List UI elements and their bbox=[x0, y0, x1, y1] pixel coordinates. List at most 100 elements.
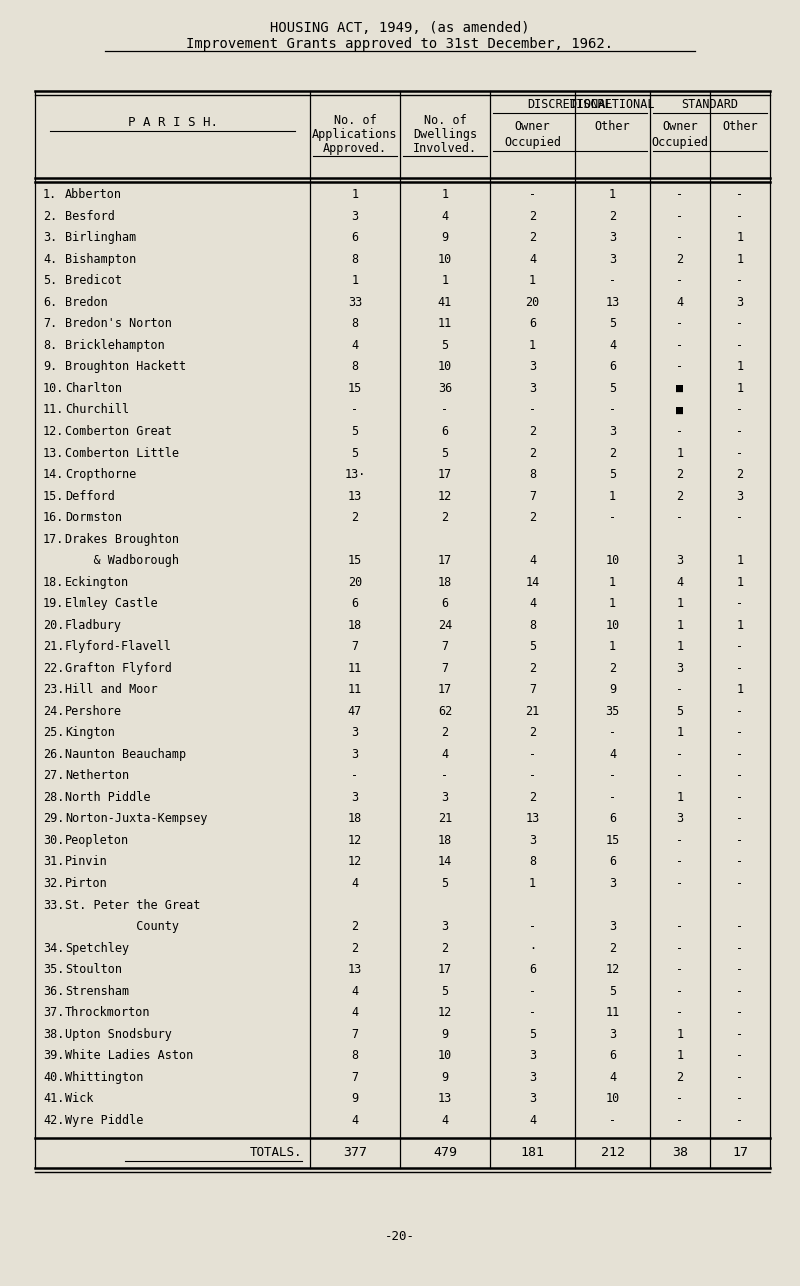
Text: 1: 1 bbox=[737, 360, 743, 373]
Text: 21.: 21. bbox=[43, 640, 64, 653]
Text: 1: 1 bbox=[442, 188, 449, 202]
Text: 3.: 3. bbox=[43, 231, 58, 244]
Text: -: - bbox=[737, 597, 743, 610]
Text: 2: 2 bbox=[529, 424, 536, 439]
Text: Pershore: Pershore bbox=[65, 705, 122, 718]
Text: -: - bbox=[529, 188, 536, 202]
Text: 1: 1 bbox=[677, 640, 683, 653]
Text: -: - bbox=[737, 941, 743, 954]
Text: -: - bbox=[677, 1114, 683, 1127]
Text: 4: 4 bbox=[529, 554, 536, 567]
Text: Dormston: Dormston bbox=[65, 511, 122, 525]
Text: -: - bbox=[677, 963, 683, 976]
Text: 2: 2 bbox=[677, 490, 683, 503]
Text: 479: 479 bbox=[433, 1147, 457, 1160]
Text: 36: 36 bbox=[438, 382, 452, 395]
Text: -: - bbox=[677, 833, 683, 847]
Text: 21: 21 bbox=[526, 705, 540, 718]
Text: 28.: 28. bbox=[43, 791, 64, 804]
Text: -: - bbox=[737, 1092, 743, 1105]
Text: 15: 15 bbox=[348, 382, 362, 395]
Text: Cropthorne: Cropthorne bbox=[65, 468, 136, 481]
Text: 1: 1 bbox=[529, 877, 536, 890]
Text: 17: 17 bbox=[732, 1147, 748, 1160]
Text: 37.: 37. bbox=[43, 1006, 64, 1019]
Text: -: - bbox=[677, 424, 683, 439]
Text: 6: 6 bbox=[609, 1049, 616, 1062]
Text: 2: 2 bbox=[442, 511, 449, 525]
Text: -: - bbox=[529, 919, 536, 934]
Text: -: - bbox=[737, 705, 743, 718]
Text: 13: 13 bbox=[606, 296, 620, 309]
Text: 2: 2 bbox=[529, 791, 536, 804]
Text: 6: 6 bbox=[609, 813, 616, 826]
Text: 3: 3 bbox=[677, 554, 683, 567]
Text: -: - bbox=[737, 727, 743, 739]
Text: 2: 2 bbox=[529, 511, 536, 525]
Text: -: - bbox=[677, 511, 683, 525]
Text: Pirton: Pirton bbox=[65, 877, 108, 890]
Text: 1: 1 bbox=[677, 597, 683, 610]
Text: 5: 5 bbox=[609, 985, 616, 998]
Text: 17: 17 bbox=[438, 468, 452, 481]
Text: Improvement Grants approved to 31st December, 1962.: Improvement Grants approved to 31st Dece… bbox=[186, 37, 614, 51]
Text: 33.: 33. bbox=[43, 899, 64, 912]
Text: 7.: 7. bbox=[43, 318, 58, 331]
Text: 212: 212 bbox=[601, 1147, 625, 1160]
Text: 17: 17 bbox=[438, 963, 452, 976]
Text: 17: 17 bbox=[438, 683, 452, 696]
Text: -: - bbox=[737, 640, 743, 653]
Text: 11.: 11. bbox=[43, 404, 64, 417]
Text: Abberton: Abberton bbox=[65, 188, 122, 202]
Text: Charlton: Charlton bbox=[65, 382, 122, 395]
Text: 22.: 22. bbox=[43, 662, 64, 675]
Text: 15: 15 bbox=[348, 554, 362, 567]
Text: 2: 2 bbox=[351, 919, 358, 934]
Text: 9: 9 bbox=[351, 1092, 358, 1105]
Text: 7: 7 bbox=[529, 490, 536, 503]
Text: 2: 2 bbox=[609, 662, 616, 675]
Text: -: - bbox=[737, 855, 743, 868]
Text: -: - bbox=[677, 985, 683, 998]
Text: 4: 4 bbox=[442, 210, 449, 222]
Text: 26.: 26. bbox=[43, 748, 64, 761]
Text: Involved.: Involved. bbox=[413, 141, 477, 156]
Text: ·: · bbox=[529, 941, 536, 954]
Text: 1: 1 bbox=[609, 490, 616, 503]
Text: 1: 1 bbox=[737, 231, 743, 244]
Text: 3: 3 bbox=[351, 791, 358, 804]
Text: 5: 5 bbox=[442, 985, 449, 998]
Text: 1: 1 bbox=[737, 576, 743, 589]
Text: 9: 9 bbox=[442, 1071, 449, 1084]
Text: 1: 1 bbox=[609, 640, 616, 653]
Text: 13: 13 bbox=[348, 490, 362, 503]
Text: 10.: 10. bbox=[43, 382, 64, 395]
Text: Other: Other bbox=[594, 120, 630, 132]
Text: 12: 12 bbox=[606, 963, 620, 976]
Text: Wyre Piddle: Wyre Piddle bbox=[65, 1114, 143, 1127]
Text: -: - bbox=[529, 748, 536, 761]
Text: 11: 11 bbox=[606, 1006, 620, 1019]
Text: 5: 5 bbox=[442, 340, 449, 352]
Text: 3: 3 bbox=[529, 833, 536, 847]
Text: -: - bbox=[737, 813, 743, 826]
Text: Churchill: Churchill bbox=[65, 404, 129, 417]
Text: St. Peter the Great: St. Peter the Great bbox=[65, 899, 200, 912]
Text: -: - bbox=[677, 1006, 683, 1019]
Text: -: - bbox=[737, 1114, 743, 1127]
Text: 8: 8 bbox=[351, 318, 358, 331]
Text: 34.: 34. bbox=[43, 941, 64, 954]
Text: -: - bbox=[609, 274, 616, 287]
Text: -: - bbox=[609, 404, 616, 417]
Text: -: - bbox=[529, 1006, 536, 1019]
Text: 24: 24 bbox=[438, 619, 452, 631]
Text: 25.: 25. bbox=[43, 727, 64, 739]
Text: 5: 5 bbox=[529, 640, 536, 653]
Text: -: - bbox=[737, 662, 743, 675]
Text: 4: 4 bbox=[677, 296, 683, 309]
Text: 3: 3 bbox=[351, 210, 358, 222]
Text: 1: 1 bbox=[677, 1028, 683, 1040]
Text: -: - bbox=[737, 424, 743, 439]
Text: Stoulton: Stoulton bbox=[65, 963, 122, 976]
Text: 3: 3 bbox=[609, 1028, 616, 1040]
